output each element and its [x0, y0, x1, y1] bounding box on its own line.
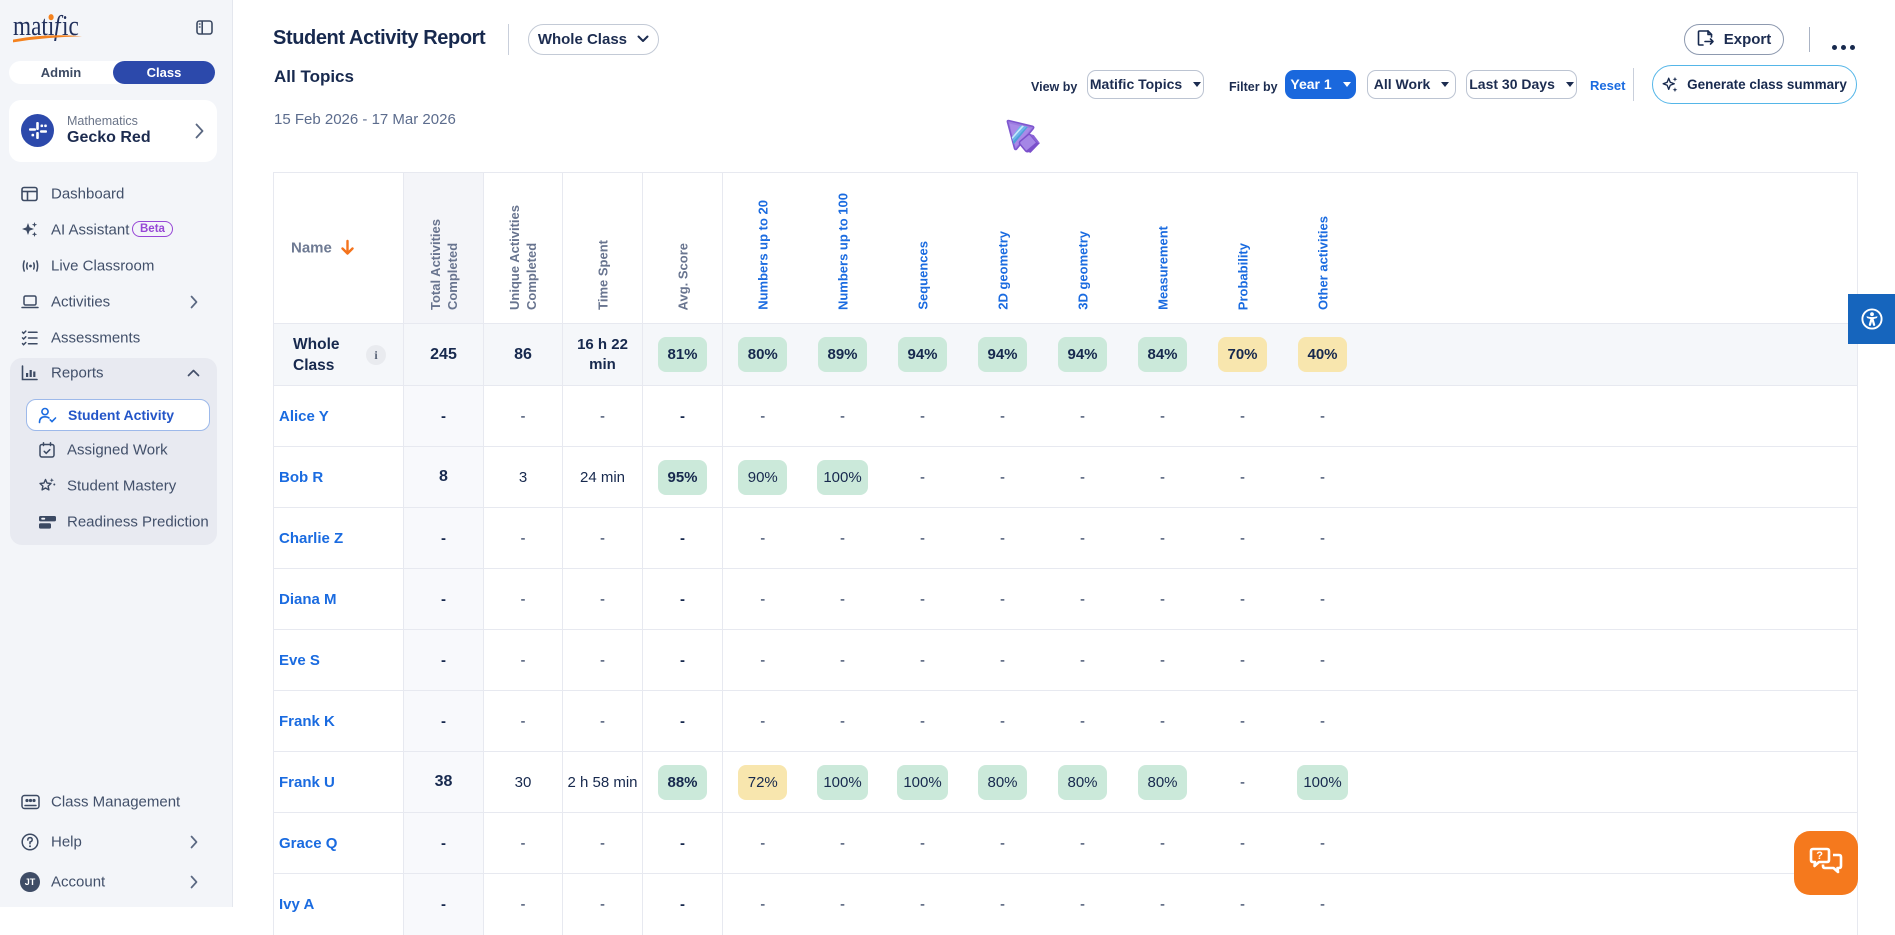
- svg-text:ic: ic: [62, 10, 79, 42]
- svg-text:?: ?: [1816, 850, 1823, 862]
- svg-text:f: f: [54, 10, 64, 42]
